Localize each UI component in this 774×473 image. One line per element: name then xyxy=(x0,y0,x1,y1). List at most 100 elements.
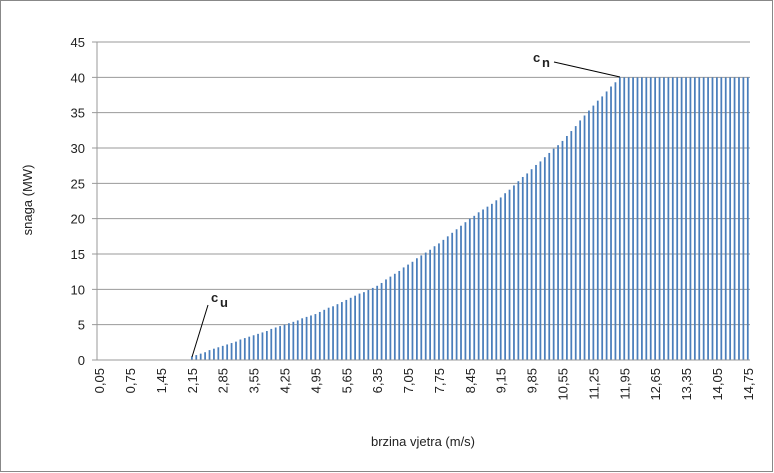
bar xyxy=(614,82,617,360)
bar xyxy=(566,135,568,360)
bar xyxy=(345,299,348,360)
bar xyxy=(729,77,732,360)
bar xyxy=(323,309,326,360)
bar xyxy=(248,336,251,360)
x-tick-label: 5,65 xyxy=(339,368,354,393)
bar xyxy=(702,77,705,360)
bar xyxy=(667,77,670,360)
annotation-sub: n xyxy=(542,55,550,70)
bar xyxy=(746,77,749,360)
bar xyxy=(557,145,559,360)
x-tick-label: 6,35 xyxy=(370,368,385,393)
bar xyxy=(235,341,237,360)
x-tick-label: 11,95 xyxy=(617,368,632,400)
bar xyxy=(354,295,356,360)
bar xyxy=(689,77,692,360)
x-tick-label: 7,05 xyxy=(401,368,416,393)
bar xyxy=(632,77,634,360)
bar xyxy=(371,287,374,360)
y-tick-label: 25 xyxy=(71,176,85,191)
bar xyxy=(327,307,330,360)
bar xyxy=(504,193,507,360)
y-tick-label: 30 xyxy=(71,141,85,156)
bar xyxy=(451,232,454,360)
bar xyxy=(230,343,233,360)
bar xyxy=(685,77,687,360)
bar xyxy=(486,206,489,360)
bar xyxy=(367,290,370,360)
x-axis-title: brzina vjetra (m/s) xyxy=(371,434,475,449)
x-tick-label: 12,65 xyxy=(648,368,663,401)
x-tick-label: 7,75 xyxy=(432,368,447,393)
bar xyxy=(720,77,723,360)
bar xyxy=(195,355,198,360)
bar xyxy=(605,91,608,360)
bar xyxy=(446,236,449,360)
bar xyxy=(491,203,493,360)
bar xyxy=(724,77,727,360)
x-tick-label: 11,25 xyxy=(586,368,601,400)
bar xyxy=(552,148,555,360)
bar xyxy=(301,318,304,360)
x-tick-label: 4,25 xyxy=(278,368,293,393)
bar xyxy=(226,344,229,360)
bar xyxy=(645,77,648,360)
bar xyxy=(482,209,484,360)
bar xyxy=(393,273,396,360)
bar xyxy=(243,338,246,360)
bar xyxy=(473,215,476,360)
bar xyxy=(252,335,255,360)
x-tick-label: 9,85 xyxy=(525,368,540,393)
bar xyxy=(588,110,590,361)
bar xyxy=(424,252,427,360)
x-tick-label: 4,95 xyxy=(308,368,323,393)
x-tick-label: 0,05 xyxy=(92,368,107,393)
bar xyxy=(618,77,621,360)
bar xyxy=(671,77,674,360)
bar xyxy=(411,261,414,360)
y-tick-label: 35 xyxy=(71,106,85,121)
bar xyxy=(190,356,193,360)
bar xyxy=(508,189,511,360)
bar xyxy=(513,185,515,360)
x-tick-label: 13,35 xyxy=(679,368,694,401)
bar xyxy=(663,77,665,360)
x-tick-label: 10,55 xyxy=(555,368,570,401)
bar xyxy=(257,333,259,360)
bar xyxy=(407,264,409,360)
bar xyxy=(623,77,626,360)
bar xyxy=(261,332,264,360)
x-tick-label: 9,15 xyxy=(494,368,509,393)
bar xyxy=(654,77,657,360)
bar xyxy=(340,302,343,360)
bar xyxy=(530,169,533,360)
bar xyxy=(310,315,312,360)
bar xyxy=(358,293,361,360)
bar xyxy=(539,161,542,360)
bar xyxy=(204,352,206,360)
bar xyxy=(526,173,529,360)
bar xyxy=(477,212,480,360)
bar xyxy=(442,239,445,360)
bar xyxy=(610,86,612,361)
bar xyxy=(707,77,709,360)
bar xyxy=(517,181,520,360)
annotation-line xyxy=(553,61,621,78)
bar xyxy=(415,258,418,360)
bar xyxy=(217,347,220,360)
bar xyxy=(693,77,696,360)
bar xyxy=(658,77,661,360)
x-tick-label: 2,85 xyxy=(216,368,231,393)
y-tick-label: 15 xyxy=(71,247,85,262)
bar xyxy=(274,327,277,360)
bar xyxy=(535,164,537,360)
y-tick-label: 10 xyxy=(71,282,85,297)
bar xyxy=(649,77,652,360)
annotation-text: c xyxy=(211,290,218,305)
bar xyxy=(433,246,436,360)
y-tick-label: 20 xyxy=(71,212,85,227)
bar xyxy=(429,249,432,360)
bar xyxy=(296,320,299,360)
